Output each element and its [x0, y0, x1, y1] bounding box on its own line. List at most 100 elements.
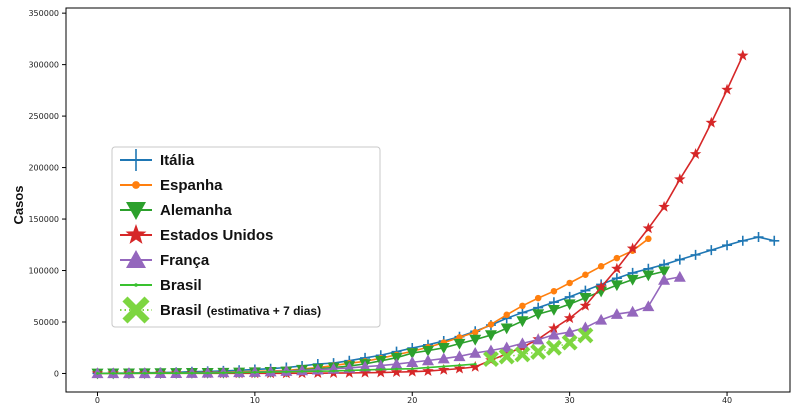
- series-4-point: [563, 326, 576, 337]
- x-tick-label: 30: [565, 396, 575, 405]
- series-2-point: [422, 345, 434, 357]
- legend: Itália Espanha Alemanha Estados Unidos F…: [111, 146, 381, 328]
- series-3-point: [626, 242, 639, 254]
- series-0-point: [753, 232, 764, 243]
- series-2-point: [532, 309, 545, 321]
- legend-frame: [111, 146, 381, 328]
- series-6-point: [514, 346, 531, 363]
- legend-label-1: Espanha: [160, 177, 223, 194]
- series-3-point: [422, 365, 434, 376]
- series-0-point: [674, 254, 685, 265]
- series-1-point: [519, 302, 526, 310]
- series-3-point: [548, 322, 560, 334]
- legend-handle-1: [120, 181, 152, 189]
- series-1-point: [471, 329, 479, 336]
- series-4-point: [673, 270, 686, 282]
- series-2-point: [500, 323, 513, 335]
- legend-handle-2: [120, 202, 152, 220]
- series-3-point: [689, 148, 702, 159]
- series-6-point: [561, 334, 578, 351]
- series-5-point: [96, 371, 99, 375]
- series-4-point: [453, 350, 466, 362]
- series-2-point: [469, 334, 482, 346]
- series-3-point: [674, 173, 686, 185]
- series-5-point: [395, 367, 398, 371]
- series-6-point: [530, 343, 547, 360]
- series-0-point: [737, 235, 748, 246]
- legend-marker: [132, 181, 140, 189]
- series-4-point: [390, 358, 403, 369]
- legend-handle-6: [120, 296, 152, 324]
- series-6-point: [545, 339, 562, 356]
- series-5-point: [269, 370, 273, 374]
- series-3-point: [406, 365, 419, 377]
- series-2-point: [437, 343, 450, 354]
- series-2-point: [406, 348, 419, 360]
- series-5-point: [332, 369, 335, 373]
- legend-marker: [126, 202, 146, 220]
- series-2-point: [626, 274, 639, 286]
- series-4-point: [484, 344, 497, 356]
- series-2-point: [658, 266, 671, 278]
- series-1-point: [566, 279, 573, 287]
- series-1-point: [550, 287, 558, 295]
- series-3-point: [563, 312, 576, 324]
- series-4-point: [595, 313, 608, 325]
- y-tick-label: 200000: [28, 164, 59, 173]
- series-2-point: [547, 304, 560, 316]
- legend-handle-3: [120, 224, 152, 244]
- series-2-point: [453, 338, 466, 350]
- series-3-point: [359, 366, 371, 378]
- series-5: [96, 362, 477, 375]
- series-3-point: [642, 222, 655, 234]
- legend-marker: [125, 224, 147, 244]
- x-tick-label: 10: [250, 396, 260, 405]
- series-5-point: [284, 370, 288, 374]
- legend-marker: [134, 283, 138, 287]
- series-1-point: [534, 294, 542, 302]
- series-5-point: [410, 367, 414, 371]
- legend-label-5: Brasil: [160, 277, 202, 294]
- series-2-point: [484, 330, 497, 342]
- series-5-point: [111, 371, 115, 375]
- series-6-point: [577, 327, 594, 344]
- series-5-point: [473, 362, 477, 366]
- series-5-point: [316, 369, 320, 373]
- series-4-point: [658, 273, 671, 285]
- series-5-point: [237, 371, 241, 374]
- y-tick-label: 50000: [34, 318, 59, 327]
- series-2-point: [595, 286, 608, 298]
- series-0-point: [517, 307, 528, 318]
- series-5-point: [300, 370, 304, 373]
- series-3-point: [390, 366, 403, 378]
- series-3-point: [437, 363, 450, 375]
- series-3-point: [721, 83, 733, 95]
- series-0-point: [722, 240, 733, 251]
- series-3-point: [595, 281, 607, 293]
- series-3-point: [375, 366, 387, 378]
- series-3-point: [611, 262, 623, 274]
- series-2-point: [516, 316, 529, 328]
- legend-label-6-name: Brasil: [160, 302, 202, 319]
- series-1-point: [503, 311, 510, 319]
- series-1-point: [487, 321, 495, 328]
- legend-label-6-note: (estimativa + 7 dias): [207, 304, 321, 318]
- y-tick-label: 150000: [28, 215, 59, 224]
- legend-label-0: Itália: [160, 152, 195, 169]
- series-4-point: [296, 364, 309, 376]
- x-tick-label: 40: [722, 396, 732, 405]
- series-6-point: [482, 351, 499, 368]
- series-4-point: [374, 359, 387, 371]
- series-5-point: [253, 370, 257, 374]
- y-tick-label: 300000: [28, 61, 59, 70]
- series-0-point: [690, 249, 701, 260]
- series-6: [482, 327, 594, 368]
- series-5-point: [221, 371, 225, 375]
- series-1-point: [613, 254, 621, 262]
- y-axis-title: Casos: [11, 185, 26, 224]
- series-4-point: [547, 328, 560, 340]
- series-6-point: [498, 348, 515, 365]
- series-3-point: [500, 347, 513, 359]
- series-5-point: [159, 371, 162, 375]
